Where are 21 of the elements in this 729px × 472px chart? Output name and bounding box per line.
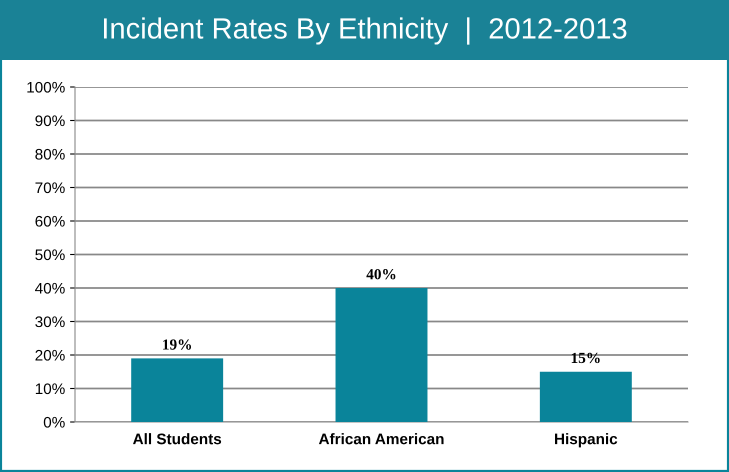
bar: [336, 288, 428, 422]
y-tick-label: 30%: [35, 316, 65, 328]
bar: [540, 372, 632, 422]
y-tick-label: 40%: [35, 282, 65, 294]
data-label: 19%: [163, 339, 192, 350]
y-tick-label: 100%: [27, 82, 65, 93]
x-tick-label: All Students: [132, 433, 222, 444]
x-tick-label: African American: [318, 433, 444, 444]
bar: [131, 358, 224, 422]
y-tick-label: 80%: [35, 148, 65, 160]
y-tick-label: 90%: [35, 115, 65, 126]
y-tick-label: 10%: [36, 383, 65, 394]
y-tick-label: 60%: [35, 216, 65, 227]
x-tick-label: Hispanic: [555, 433, 618, 448]
y-tick-label: 50%: [35, 249, 65, 260]
y-tick-label: 0%: [44, 416, 65, 428]
y-tick-label: 70%: [35, 182, 65, 194]
data-label: 40%: [366, 269, 396, 280]
chart-title: Incident Rates By Ethnicity | 2012-2013: [104, 17, 626, 45]
data-label: 15%: [572, 352, 600, 364]
y-tick-label: 20%: [35, 350, 65, 361]
